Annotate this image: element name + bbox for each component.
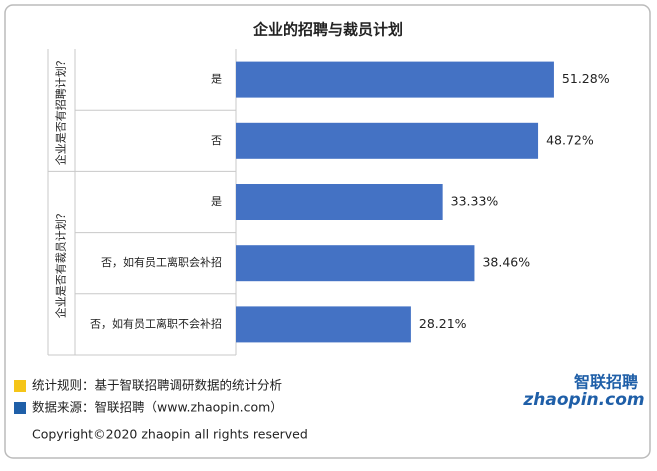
bar [236,306,411,343]
frame [4,4,651,459]
category-label: 否 [211,134,222,147]
category-label: 否，如有员工离职会补招 [101,255,222,269]
bar [236,122,539,159]
logo-name: 智联招聘 [574,373,638,392]
category-label: 是 [211,195,222,208]
bar [236,61,554,98]
value-label: 38.46% [482,255,530,270]
note-text: 数据来源：智联招聘（www.zhaopin.com） [32,400,283,415]
value-label: 48.72% [546,132,594,147]
category-label: 否，如有员工离职不会补招 [90,316,222,330]
logo-site: zhaopin.com [522,390,644,410]
bar [236,245,475,282]
group-label: 企业是否有招聘计划？ [54,55,68,165]
value-label: 51.28% [562,71,610,86]
value-label: 28.21% [419,316,467,331]
note-swatch [14,380,26,392]
note-swatch [14,402,26,414]
group-label: 企业是否有裁员计划？ [54,208,68,318]
chart-title: 企业的招聘与裁员计划 [252,21,403,39]
copyright: Copyright©2020 zhaopin all rights reserv… [32,427,308,442]
category-label: 是 [211,73,222,86]
bar [236,184,443,220]
value-label: 33.33% [451,194,499,209]
note-text: 统计规则：基于智联招聘调研数据的统计分析 [32,378,282,393]
